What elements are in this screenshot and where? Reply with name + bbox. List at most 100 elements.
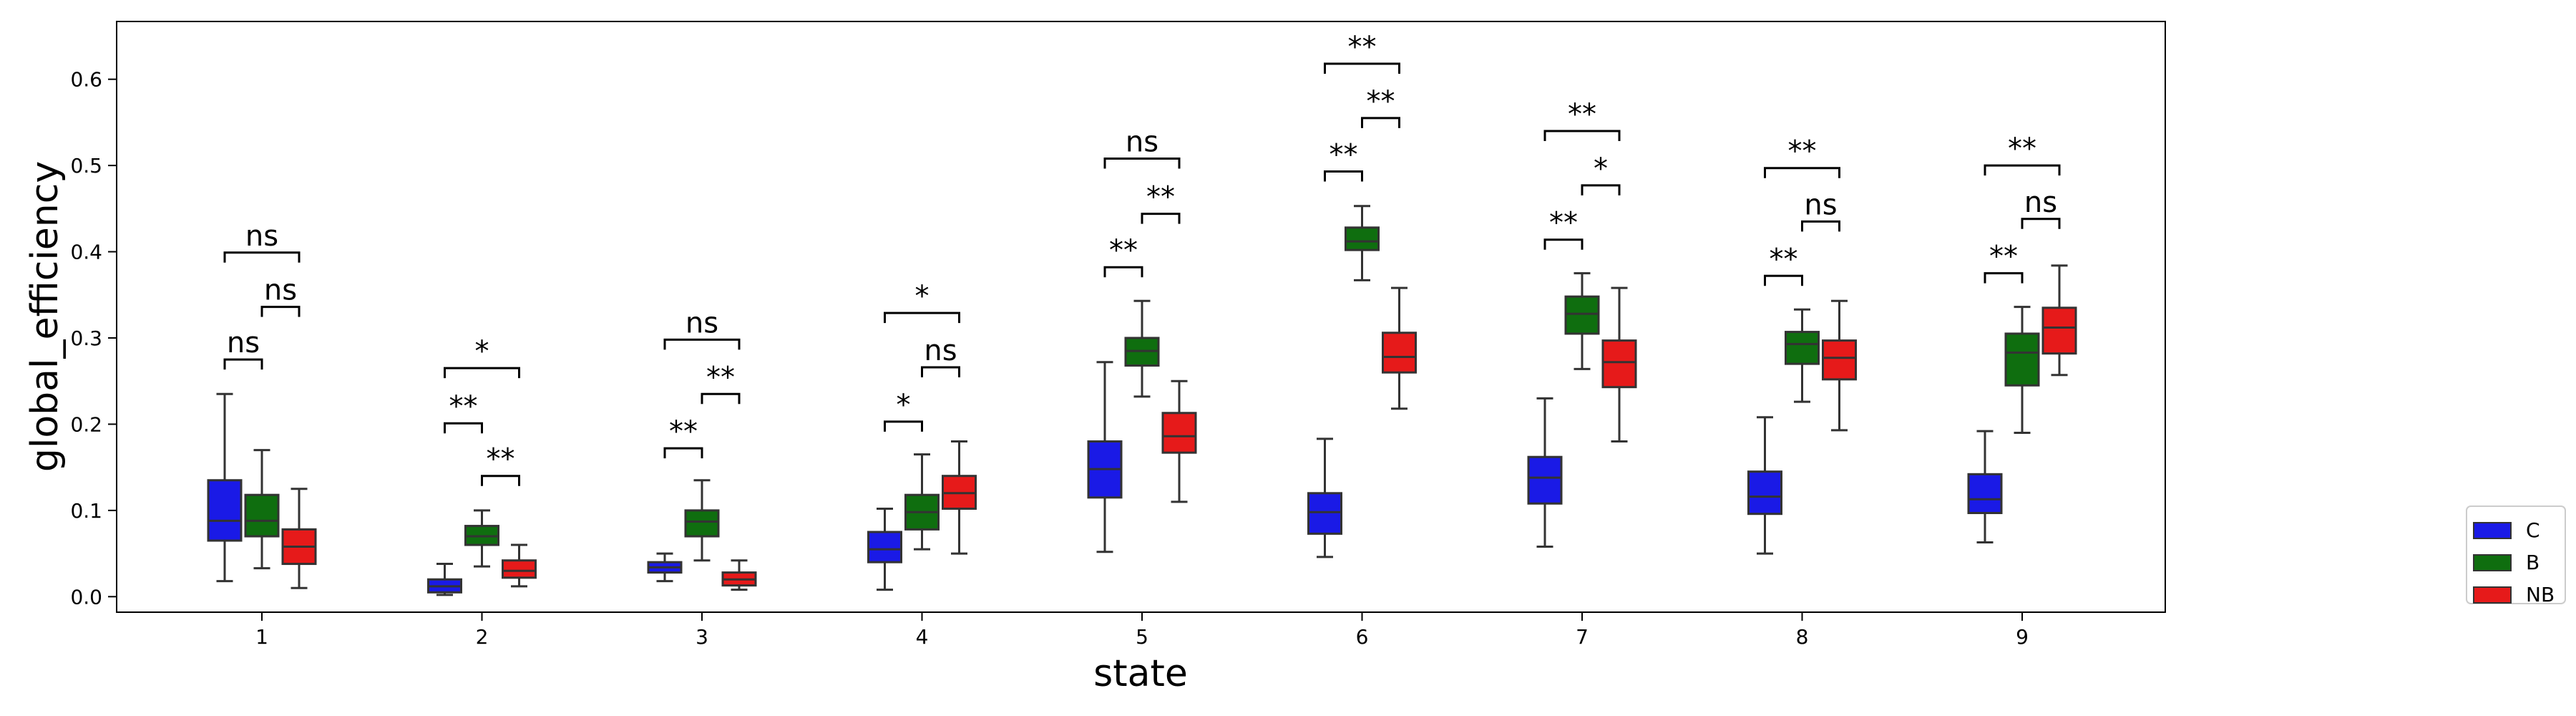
iqr-box <box>1307 492 1342 535</box>
significance-label: ** <box>1770 243 1798 276</box>
box-B-state-5 <box>1124 299 1160 398</box>
significance-bracket-state-1-B-NB: ns <box>260 274 301 317</box>
significance-bracket-state-2-B-NB: ** <box>481 443 520 486</box>
significance-bracket-state-5-C-B: ** <box>1103 234 1143 278</box>
y-tick-label: 0.4 <box>70 241 102 264</box>
significance-bracket-state-6-C-B: ** <box>1324 139 1363 182</box>
significance-label: ** <box>1788 135 1817 168</box>
significance-label: ** <box>706 361 735 394</box>
iqr-box <box>1527 455 1563 505</box>
significance-label: ** <box>487 443 515 476</box>
box-B-state-8 <box>1785 308 1820 403</box>
legend-swatch <box>2473 554 2512 571</box>
iqr-box <box>2041 306 2077 355</box>
bracket-line <box>1764 274 1803 286</box>
box-B-state-1 <box>244 449 280 570</box>
bracket-line <box>663 338 741 350</box>
significance-label: * <box>897 389 911 422</box>
box-NB-state-4 <box>942 440 977 555</box>
bracket-line <box>223 251 301 263</box>
y-tick-label: 0.1 <box>70 499 102 523</box>
x-tick-label: 1 <box>255 625 268 649</box>
significance-bracket-state-2-C-NB: * <box>444 335 520 379</box>
box-B-state-6 <box>1345 205 1380 281</box>
iqr-box <box>1382 332 1417 374</box>
box-C-state-4 <box>867 507 902 591</box>
significance-label: ** <box>449 390 478 423</box>
bracket-line <box>1984 164 2061 176</box>
significance-bracket-state-9-C-B: ** <box>1984 241 2024 284</box>
iqr-box <box>2004 332 2040 387</box>
significance-label: ns <box>924 334 957 367</box>
significance-bracket-state-3-C-NB: ns <box>663 306 741 350</box>
box-NB-state-9 <box>2041 264 2077 377</box>
significance-label: ns <box>1804 188 1837 221</box>
legend-swatch <box>2473 522 2512 539</box>
significance-bracket-state-9-C-NB: ** <box>1984 132 2061 176</box>
bracket-line <box>1103 157 1181 169</box>
y-tick-label: 0.5 <box>70 154 102 178</box>
bracket-line <box>1764 167 1840 178</box>
box-NB-state-5 <box>1161 379 1197 503</box>
bracket-line <box>444 422 483 434</box>
significance-label: ns <box>686 306 718 339</box>
box-B-state-2 <box>464 509 499 568</box>
box-B-state-7 <box>1564 272 1600 370</box>
significance-bracket-state-5-B-NB: ** <box>1141 181 1181 224</box>
significance-label: ns <box>227 326 260 359</box>
bracket-line <box>1801 220 1840 232</box>
significance-bracket-state-7-B-NB: * <box>1581 153 1621 195</box>
legend-entry-C: C <box>2473 518 2540 542</box>
significance-label: ** <box>1146 181 1175 214</box>
y-tick-label: 0.2 <box>70 412 102 436</box>
significance-bracket-state-8-B-NB: ns <box>1801 188 1840 232</box>
box-C-state-7 <box>1527 397 1563 548</box>
bracket-line <box>1543 130 1621 141</box>
iqr-box <box>684 509 720 538</box>
box-NB-state-7 <box>1601 286 1637 443</box>
significance-label: ns <box>264 274 297 307</box>
iqr-box <box>502 559 537 579</box>
significance-label: ** <box>1568 98 1596 131</box>
significance-label: * <box>475 335 489 368</box>
significance-label: ** <box>1330 139 1358 172</box>
significance-label: ** <box>1367 85 1395 118</box>
significance-bracket-state-7-C-B: ** <box>1543 207 1584 250</box>
legend-label: C <box>2526 518 2540 542</box>
x-axis-label: state <box>1093 652 1188 695</box>
box-NB-state-8 <box>1822 299 1857 432</box>
box-NB-state-1 <box>281 488 317 589</box>
bracket-line <box>701 392 741 405</box>
significance-label: * <box>1594 153 1608 185</box>
x-tick-label: 2 <box>476 625 489 649</box>
x-tick-label: 8 <box>1796 625 1809 649</box>
legend-swatch <box>2473 586 2512 604</box>
box-B-state-4 <box>904 453 940 551</box>
bracket-line <box>1103 266 1143 278</box>
box-C-state-9 <box>1967 430 2003 543</box>
y-axis-label: global_efficiency <box>24 161 67 472</box>
significance-label: ** <box>1348 31 1377 64</box>
significance-label: ** <box>669 415 698 448</box>
significance-label: ns <box>1126 125 1158 158</box>
x-tick-label: 9 <box>2016 625 2029 649</box>
legend-entry-B: B <box>2473 551 2540 574</box>
box-C-state-6 <box>1307 437 1342 558</box>
y-tick-label: 0.3 <box>70 326 102 350</box>
bracket-line <box>1324 170 1363 182</box>
x-tick-label: 7 <box>1576 625 1589 649</box>
iqr-box <box>1822 339 1857 381</box>
iqr-box <box>1345 226 1380 251</box>
bracket-line <box>223 358 263 370</box>
significance-label: ** <box>1989 241 2018 274</box>
box-B-state-9 <box>2004 306 2040 434</box>
bracket-line <box>260 306 301 317</box>
significance-bracket-state-2-C-B: ** <box>444 390 483 434</box>
bracket-line <box>481 475 520 486</box>
box-NB-state-3 <box>721 559 757 591</box>
significance-bracket-state-3-B-NB: ** <box>701 361 741 405</box>
significance-bracket-state-8-C-NB: ** <box>1764 135 1840 178</box>
significance-bracket-state-6-B-NB: ** <box>1361 85 1400 128</box>
bracket-line <box>1141 213 1181 224</box>
axes: 0.0 0.1 0.2 0.3 0.4 0.5 0.6 1 2 3 4 5 6 7 8 9 <box>70 68 2028 649</box>
